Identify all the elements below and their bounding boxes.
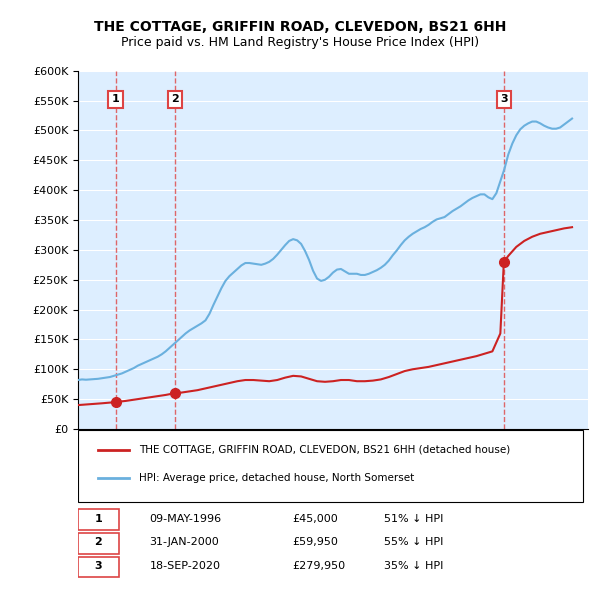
Text: £279,950: £279,950 xyxy=(292,561,346,571)
Text: 2: 2 xyxy=(171,94,179,104)
Text: 3: 3 xyxy=(500,94,508,104)
Text: 09-MAY-1996: 09-MAY-1996 xyxy=(149,513,221,523)
Text: 31-JAN-2000: 31-JAN-2000 xyxy=(149,537,219,548)
FancyBboxPatch shape xyxy=(78,556,119,578)
Text: 51% ↓ HPI: 51% ↓ HPI xyxy=(384,513,443,523)
FancyBboxPatch shape xyxy=(78,431,583,502)
Text: THE COTTAGE, GRIFFIN ROAD, CLEVEDON, BS21 6HH: THE COTTAGE, GRIFFIN ROAD, CLEVEDON, BS2… xyxy=(94,19,506,34)
Text: 3: 3 xyxy=(95,561,102,571)
Text: HPI: Average price, detached house, North Somerset: HPI: Average price, detached house, Nort… xyxy=(139,473,415,483)
Text: THE COTTAGE, GRIFFIN ROAD, CLEVEDON, BS21 6HH (detached house): THE COTTAGE, GRIFFIN ROAD, CLEVEDON, BS2… xyxy=(139,445,511,455)
Text: 55% ↓ HPI: 55% ↓ HPI xyxy=(384,537,443,548)
Text: 1: 1 xyxy=(112,94,119,104)
Text: 2: 2 xyxy=(95,537,102,548)
Text: 35% ↓ HPI: 35% ↓ HPI xyxy=(384,561,443,571)
FancyBboxPatch shape xyxy=(78,533,119,553)
Text: 18-SEP-2020: 18-SEP-2020 xyxy=(149,561,220,571)
Text: 1: 1 xyxy=(95,513,102,523)
Text: £59,950: £59,950 xyxy=(292,537,338,548)
Text: £45,000: £45,000 xyxy=(292,513,338,523)
Text: Price paid vs. HM Land Registry's House Price Index (HPI): Price paid vs. HM Land Registry's House … xyxy=(121,36,479,49)
FancyBboxPatch shape xyxy=(78,509,119,530)
